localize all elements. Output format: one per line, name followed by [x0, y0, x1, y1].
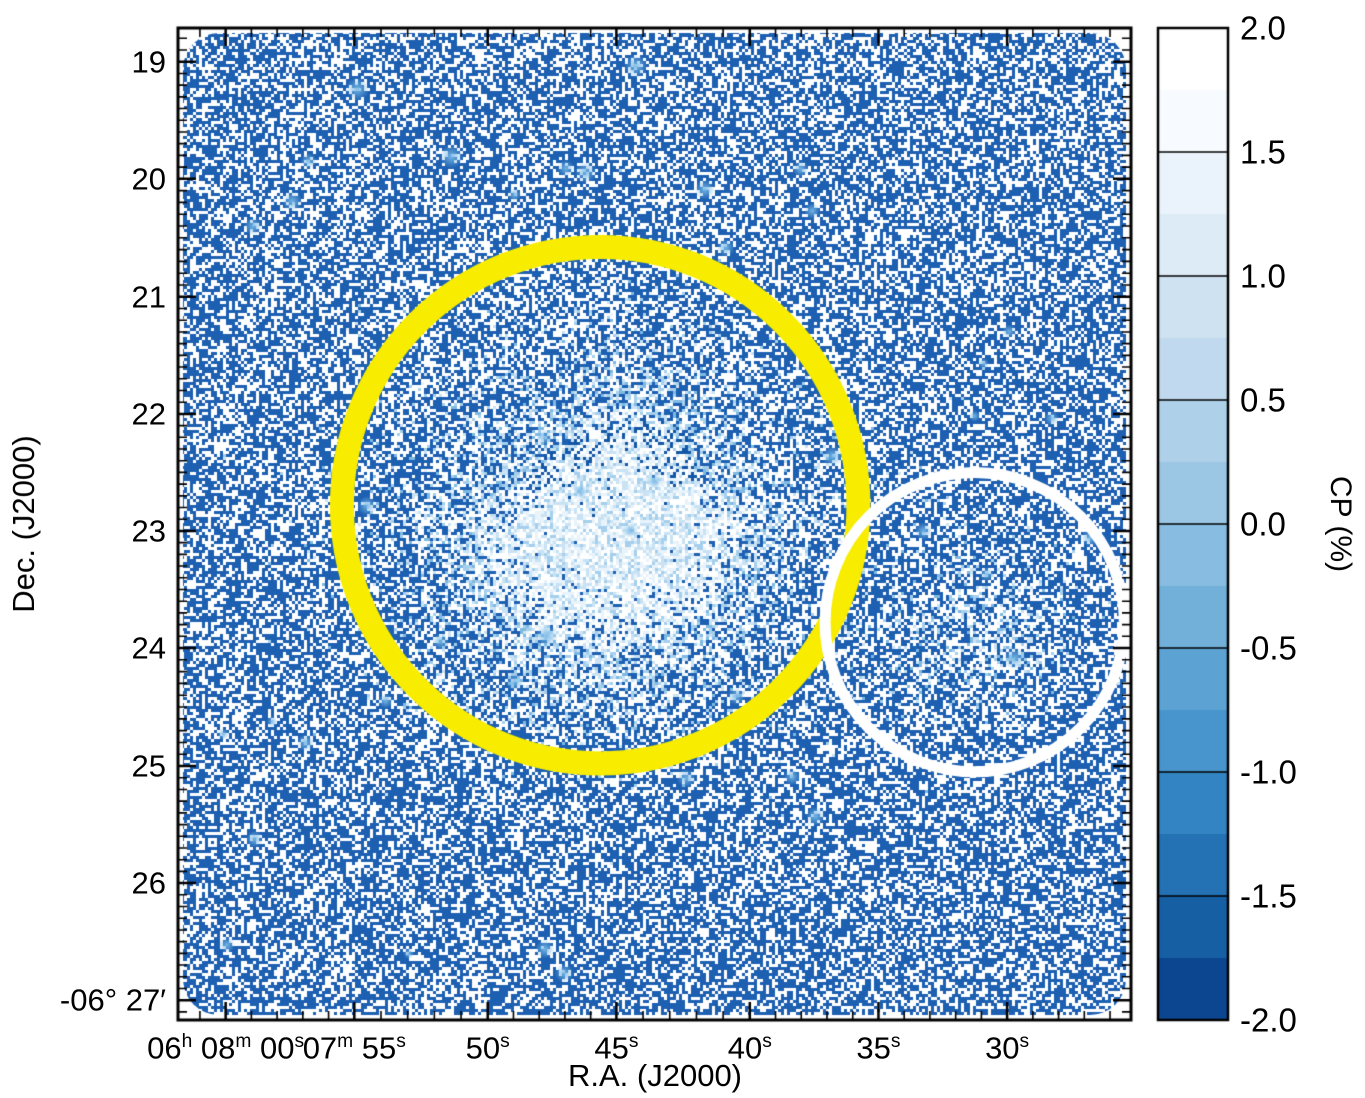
x-tick-label: 35s — [856, 1030, 901, 1066]
y-tick-label: -06° 27′ — [59, 982, 166, 1018]
colorbar-title: CP (%) — [1324, 475, 1357, 573]
y-axis-title: Dec. (J2000) — [6, 435, 41, 613]
x-tick-label: 06h 08m 00s — [147, 1030, 305, 1066]
x-tick-label: 40s — [727, 1030, 772, 1066]
colorbar-tick-label: 2.0 — [1240, 9, 1286, 47]
colorbar-tick-label: -1.0 — [1240, 753, 1297, 791]
colorbar-tick-label: -1.5 — [1240, 877, 1297, 915]
colorbar-tick-label: 1.5 — [1240, 133, 1286, 171]
colorbar-tick-label: -0.5 — [1240, 629, 1297, 667]
x-tick-label: 50s — [465, 1030, 510, 1066]
y-tick-label: 24 — [131, 630, 166, 666]
x-axis-title: R.A. (J2000) — [567, 1058, 743, 1093]
y-tick-label: 19 — [131, 44, 166, 80]
y-tick-label: 22 — [131, 396, 166, 432]
x-tick-label: 07m 55s — [302, 1030, 406, 1066]
y-tick-label: 26 — [131, 865, 166, 901]
colorbar-tick-label: 1.0 — [1240, 257, 1286, 295]
y-tick-label: 20 — [131, 161, 166, 197]
y-tick-label: 25 — [131, 748, 166, 784]
colorbar-tick-label: 0.0 — [1240, 505, 1286, 543]
y-tick-label: 23 — [131, 513, 166, 549]
x-tick-label: 45s — [594, 1030, 639, 1066]
colorbar-tick-label: -2.0 — [1240, 1001, 1297, 1039]
x-tick-label: 30s — [985, 1030, 1030, 1066]
colorbar-tick-label: 0.5 — [1240, 381, 1286, 419]
y-tick-label: 21 — [131, 279, 166, 315]
